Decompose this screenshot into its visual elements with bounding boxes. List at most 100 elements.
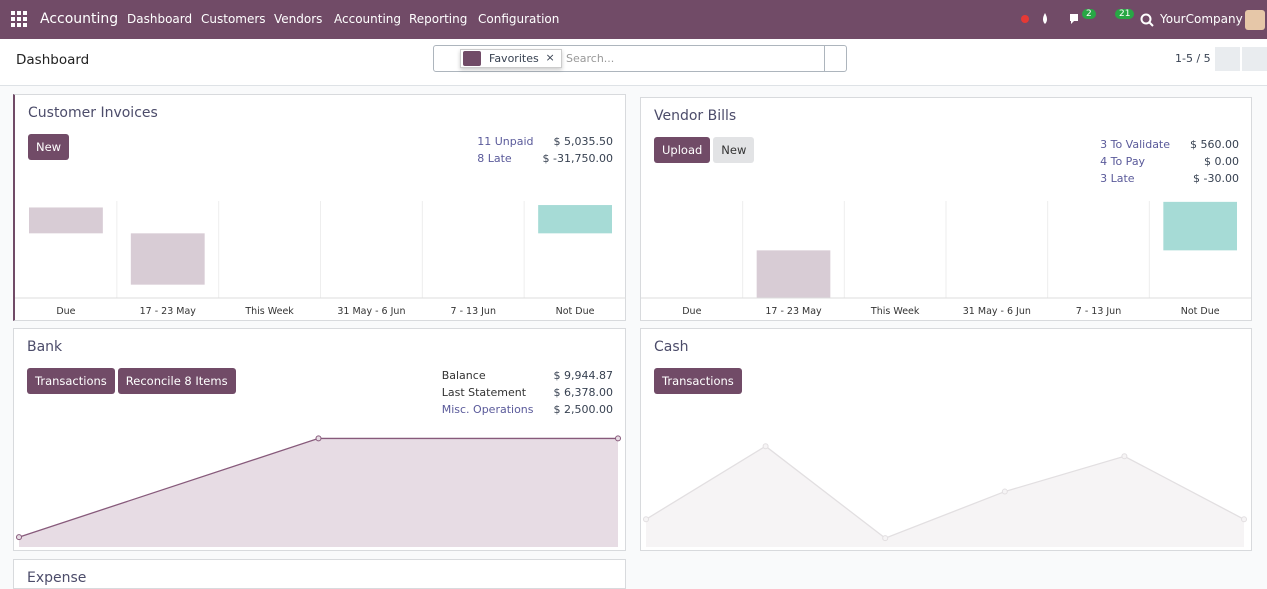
stat-value: $ -30.00 <box>1193 172 1239 185</box>
card-title[interactable]: Customer Invoices <box>28 105 158 121</box>
stat-label[interactable]: 4 To Pay <box>1100 155 1146 168</box>
menu-item[interactable]: Customers <box>201 12 266 26</box>
stat-row: 4 To Pay $ 0.00 <box>1100 155 1239 172</box>
journal-card: Customer Invoices New 11 Unpaid $ 5,035.50 8… <box>13 94 626 321</box>
card-title[interactable]: Bank <box>27 339 63 355</box>
line <box>645 445 1245 539</box>
stat-value: $ 2,500.00 <box>553 403 613 416</box>
bar <box>538 205 612 234</box>
messages-badge[interactable]: 2 <box>1082 9 1096 19</box>
stat-label[interactable]: Last Statement <box>441 386 527 399</box>
activities-badge[interactable]: 21 <box>1115 9 1135 19</box>
stat-row: Last Statement $ 6,378.00 <box>442 386 613 403</box>
x-label: 17 - 23 May <box>140 306 197 317</box>
stat-label[interactable]: 8 Late <box>477 152 512 165</box>
stats: 3 To Validate $ 560.00 4 To Pay $ 0.00 3 Lat… <box>1100 138 1239 189</box>
stat-row: 3 Late $ -30.00 <box>1100 172 1239 189</box>
avatar[interactable] <box>1245 10 1265 30</box>
point <box>1121 453 1128 460</box>
search-icon[interactable] <box>1140 13 1154 27</box>
stat-value: $ 560.00 <box>1190 138 1239 151</box>
stat-row: 8 Late $ -31,750.00 <box>477 152 613 169</box>
stat-row: Misc. Operations $ 2,500.00 <box>442 403 613 420</box>
button[interactable]: Transactions <box>654 368 742 394</box>
journal-card: Vendor Bills Upload New 3 To Validate $ 560.… <box>640 97 1252 321</box>
buttons: Transactions <box>654 368 745 394</box>
search-input[interactable]: Search... <box>566 52 615 65</box>
stat-label[interactable]: Balance <box>441 369 486 382</box>
stats: 11 Unpaid $ 5,035.50 8 Late $ -31,750.00 <box>477 135 613 169</box>
pager-next[interactable] <box>1242 47 1267 71</box>
bar <box>756 250 831 298</box>
buttons: Transactions Reconcile 8 Items <box>27 368 239 394</box>
menu-item[interactable]: Dashboard <box>127 12 193 26</box>
menu-item[interactable]: Accounting <box>334 12 402 26</box>
button[interactable]: New <box>713 137 755 163</box>
stat-value: $ 9,944.87 <box>553 369 613 382</box>
mini-chart: Due 17 - 23 May This Week 31 May - 6 Jun 7 -… <box>15 201 626 317</box>
button[interactable]: Transactions <box>27 368 115 394</box>
stat-row: 3 To Validate $ 560.00 <box>1100 138 1239 155</box>
stats: Balance $ 9,944.87 Last Statement $ 6,378.0… <box>442 369 613 420</box>
stat-label[interactable]: 11 Unpaid <box>477 135 534 148</box>
bar <box>130 233 205 285</box>
x-label: Not Due <box>1181 306 1220 317</box>
x-label: This Week <box>870 306 920 317</box>
x-label: Not Due <box>556 306 595 317</box>
bar <box>1163 201 1237 251</box>
card-title[interactable]: Expense <box>27 570 87 586</box>
facet-label: Favorites <box>489 52 539 65</box>
x-label: Due <box>682 306 701 317</box>
point <box>315 435 322 442</box>
x-label: 31 May - 6 Jun <box>963 306 1031 317</box>
mini-chart <box>16 435 621 547</box>
stat-row: 11 Unpaid $ 5,035.50 <box>477 135 613 152</box>
search-toggle[interactable] <box>824 46 846 71</box>
stat-value: $ 6,378.00 <box>553 386 613 399</box>
x-label: 17 - 23 May <box>765 306 822 317</box>
stat-value: $ 0.00 <box>1204 155 1239 168</box>
stat-label[interactable]: 3 To Validate <box>1100 138 1171 151</box>
facet-remove[interactable]: × <box>545 51 555 64</box>
x-label: 31 May - 6 Jun <box>337 306 405 317</box>
area <box>646 446 1244 547</box>
stat-label[interactable]: Misc. Operations <box>441 403 534 416</box>
navbar: Accounting Dashboard Customers Vendors Acco… <box>0 0 1267 39</box>
menu-item[interactable]: Vendors <box>274 12 323 26</box>
point <box>16 534 22 541</box>
x-label: This Week <box>244 306 294 317</box>
stat-row: Balance $ 9,944.87 <box>442 369 613 386</box>
breadcrumb: Dashboard <box>16 52 90 68</box>
point <box>615 435 621 442</box>
app-name[interactable]: Accounting <box>40 11 119 27</box>
menu-item[interactable]: Reporting <box>409 12 468 26</box>
card-title[interactable]: Cash <box>654 339 689 355</box>
menu-item[interactable]: Configuration <box>478 12 560 26</box>
pager-prev[interactable] <box>1215 47 1240 71</box>
x-label: 7 - 13 Jun <box>451 306 496 317</box>
systray <box>1021 13 1078 24</box>
area <box>19 438 618 547</box>
card-title[interactable]: Vendor Bills <box>654 108 737 124</box>
stat-value: $ -31,750.00 <box>542 152 613 165</box>
stat-value: $ 5,035.50 <box>553 135 613 148</box>
apps-icon[interactable] <box>11 11 27 27</box>
point <box>1001 488 1008 495</box>
journal-card: Bank Transactions Reconcile 8 Items Balance… <box>13 328 626 551</box>
company[interactable]: YourCompany <box>1160 12 1243 26</box>
button[interactable]: Upload <box>654 137 711 163</box>
x-label: Due <box>56 306 75 317</box>
search-bar[interactable]: Favorites × Search... <box>433 45 847 72</box>
control-panel: Dashboard Favorites × Search... 1-5 / 5 <box>0 39 1267 86</box>
buttons: Upload New <box>654 137 757 163</box>
mini-chart <box>643 443 1247 547</box>
pager: 1-5 / 5 <box>1175 52 1211 65</box>
point <box>882 535 889 542</box>
button[interactable]: New <box>28 134 70 160</box>
facet[interactable]: Favorites × <box>460 49 562 68</box>
button[interactable]: Reconcile 8 Items <box>117 368 236 394</box>
stat-label[interactable]: 3 Late <box>1100 172 1135 185</box>
x-label: 7 - 13 Jun <box>1076 306 1121 317</box>
journal-card: Expense <box>13 559 626 589</box>
